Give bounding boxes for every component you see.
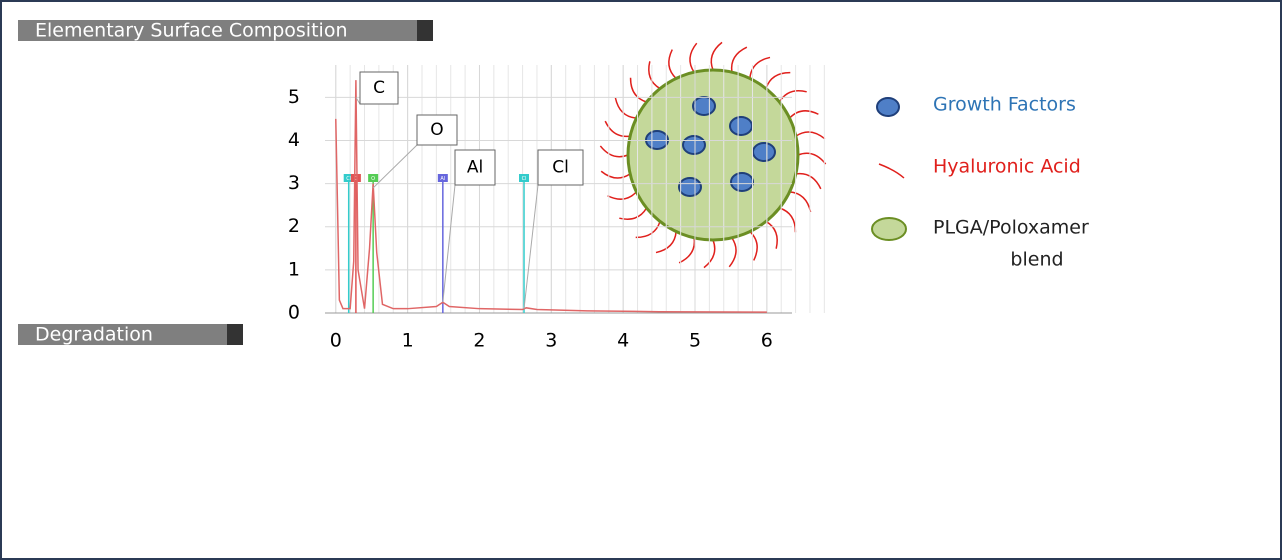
- growth-factor: [731, 173, 753, 191]
- x-tick-label: 5: [689, 330, 701, 352]
- legend-label: Growth Factors: [933, 94, 1076, 116]
- y-tick-label: 0: [288, 302, 300, 324]
- growth-factor: [679, 178, 701, 196]
- page: Day 0Day 7Day 14Day 30Day 6020 µm Elemen…: [0, 0, 1282, 560]
- x-tick-label: 1: [402, 330, 414, 352]
- y-tick-label: 4: [288, 129, 300, 151]
- section-title: Degradation: [35, 324, 153, 346]
- callout-label: C: [373, 78, 385, 98]
- growth-factor: [730, 117, 752, 135]
- x-tick-label: 6: [761, 330, 773, 352]
- y-tick-label: 2: [288, 215, 300, 237]
- callout-label: O: [430, 120, 443, 140]
- legend-label: blend: [1010, 249, 1063, 271]
- figure: Day 0Day 7Day 14Day 30Day 6020 µm Elemen…: [0, 0, 1282, 560]
- legend-label: Hyaluronic Acid: [933, 156, 1081, 178]
- element-marker-label: O: [371, 176, 375, 182]
- y-tick-label: 1: [288, 258, 300, 280]
- frame: [1, 1, 1281, 559]
- growth-factor: [753, 143, 775, 161]
- y-tick-label: 3: [288, 172, 300, 194]
- section-title: Elementary Surface Composition: [35, 20, 347, 42]
- section-bar-end: [417, 20, 433, 41]
- legend-symbol: [872, 218, 906, 240]
- x-tick-label: 2: [473, 330, 485, 352]
- x-tick-label: 4: [617, 330, 629, 352]
- x-tick-label: 3: [545, 330, 557, 352]
- legend-symbol: [877, 98, 899, 116]
- growth-factor: [693, 97, 715, 115]
- section-bar-end: [227, 324, 243, 345]
- element-marker-label: Al: [440, 176, 445, 182]
- x-tick-label: 0: [330, 330, 342, 352]
- element-marker-label: Cl: [346, 176, 351, 182]
- element-marker-label: Cl: [522, 176, 527, 182]
- callout-label: Al: [467, 158, 483, 178]
- growth-factor: [683, 136, 705, 154]
- y-tick-label: 5: [288, 86, 300, 108]
- legend-label: PLGA/Poloxamer: [933, 217, 1089, 239]
- callout-label: Cl: [552, 158, 569, 178]
